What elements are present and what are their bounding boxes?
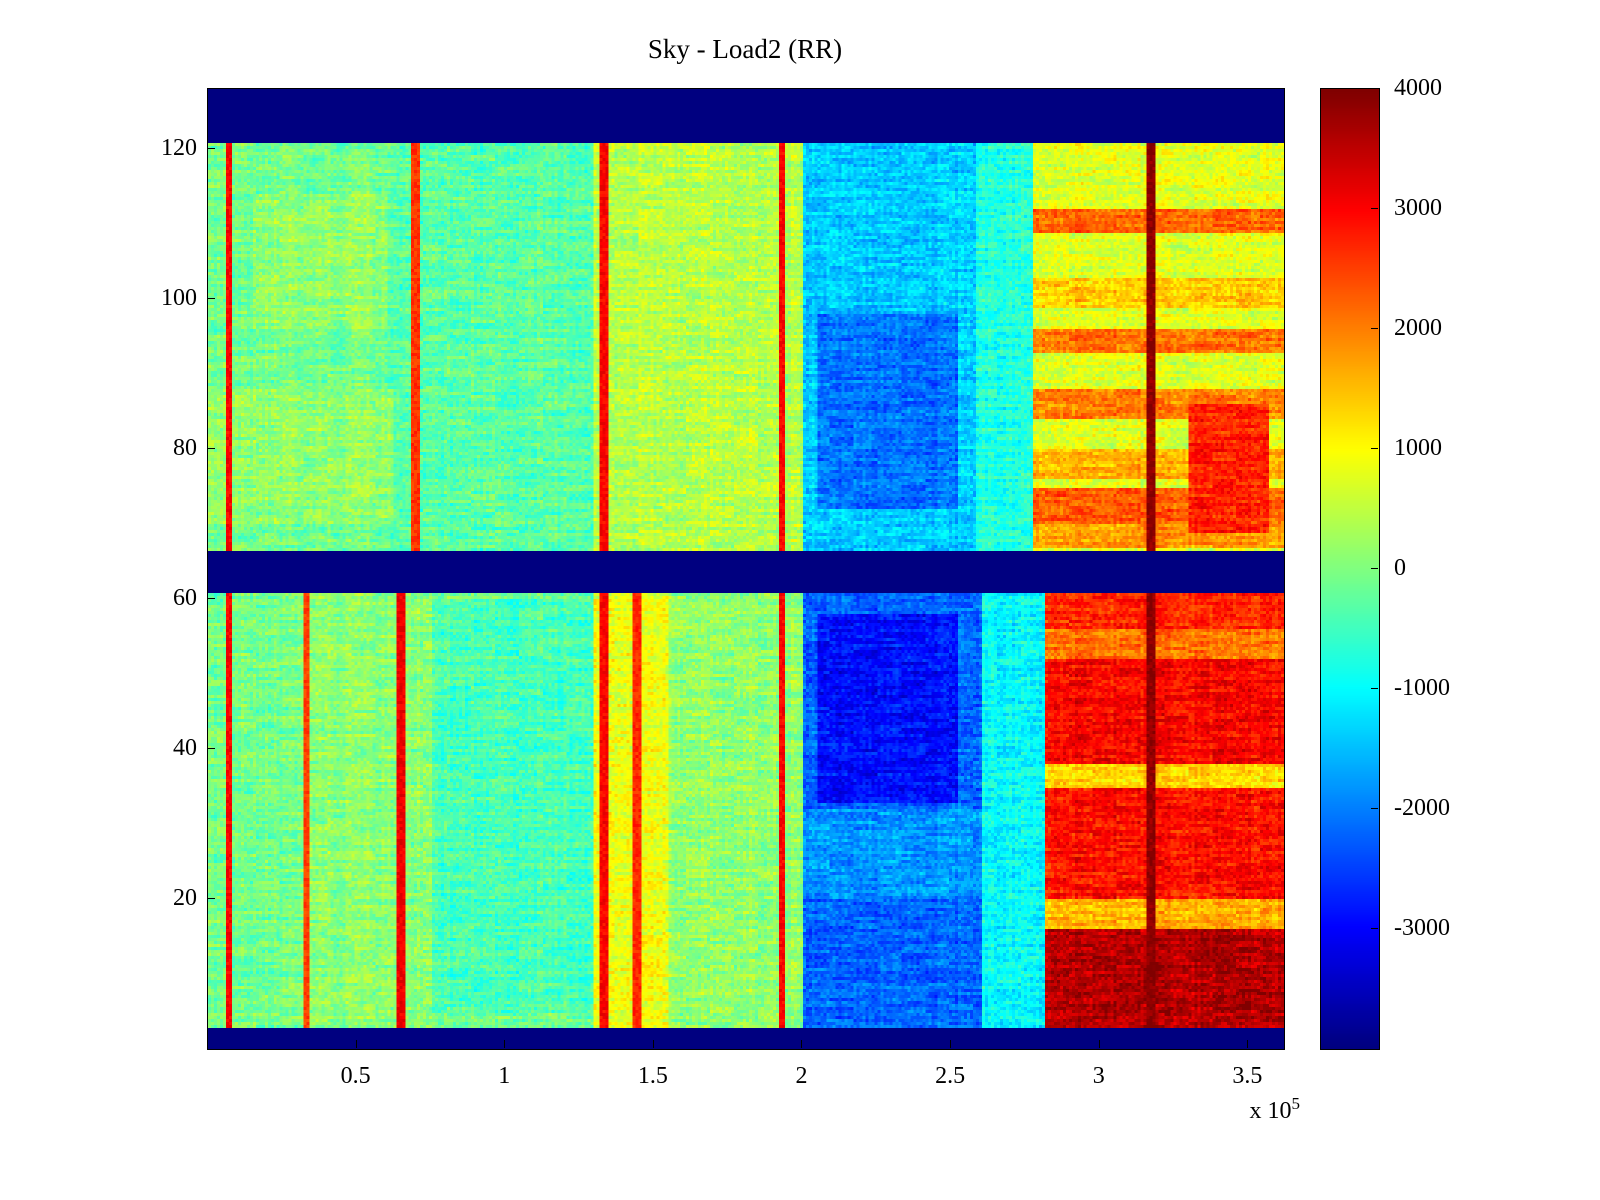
y-tick-label: 80 [173, 435, 197, 461]
colorbar-tick-mark [1371, 568, 1378, 569]
y-tick-label: 20 [173, 885, 197, 911]
colorbar-tick-label: 1000 [1394, 435, 1442, 461]
heatmap-plot [207, 88, 1285, 1050]
y-tick-label: 100 [161, 285, 197, 311]
y-tick-mark [207, 448, 215, 449]
colorbar-tick-label: 3000 [1394, 195, 1442, 221]
colorbar-tick-mark [1371, 928, 1378, 929]
colorbar [1320, 88, 1380, 1050]
x-tick-mark [801, 1040, 803, 1048]
x-tick-label: 2 [795, 1063, 808, 1089]
x-exponent-prefix: x 10 [1249, 1098, 1292, 1124]
x-tick-label: 3 [1092, 1063, 1105, 1089]
colorbar-tick-label: 2000 [1394, 315, 1442, 341]
x-tick-label: 2.5 [935, 1063, 966, 1089]
y-tick-mark [207, 748, 215, 749]
colorbar-canvas [1321, 89, 1379, 1049]
x-tick-mark [355, 1040, 357, 1048]
colorbar-tick-mark [1371, 448, 1378, 449]
colorbar-tick-label: -1000 [1394, 675, 1450, 701]
y-tick-label: 60 [173, 585, 197, 611]
colorbar-tick-mark [1371, 88, 1378, 89]
x-tick-label: 1 [498, 1063, 511, 1089]
x-exponent-value: 5 [1291, 1094, 1301, 1113]
y-tick-mark [207, 898, 215, 899]
colorbar-tick-label: -2000 [1394, 795, 1450, 821]
chart-title: Sky - Load2 (RR) [647, 34, 843, 64]
y-tick-mark [207, 148, 215, 149]
colorbar-tick-label: 0 [1394, 555, 1406, 581]
x-tick-label: 3.5 [1232, 1063, 1263, 1089]
colorbar-tick-mark [1371, 208, 1378, 209]
x-axis-exponent-label: x 105 [1180, 1094, 1301, 1125]
colorbar-tick-label: -3000 [1394, 915, 1450, 941]
x-tick-mark [652, 1040, 654, 1048]
x-tick-mark [1098, 1040, 1100, 1048]
y-tick-label: 120 [161, 135, 197, 161]
y-tick-mark [207, 298, 215, 299]
heatmap-canvas [208, 89, 1284, 1049]
y-tick-label: 40 [173, 735, 197, 761]
x-tick-label: 1.5 [637, 1063, 668, 1089]
colorbar-tick-mark [1371, 808, 1378, 809]
x-tick-label: 0.5 [340, 1063, 371, 1089]
x-tick-mark [950, 1040, 952, 1048]
y-tick-mark [207, 598, 215, 599]
colorbar-tick-label: 4000 [1394, 75, 1442, 101]
colorbar-tick-mark [1371, 328, 1378, 329]
colorbar-tick-mark [1371, 688, 1378, 689]
x-tick-mark [1247, 1040, 1249, 1048]
x-tick-mark [504, 1040, 506, 1048]
